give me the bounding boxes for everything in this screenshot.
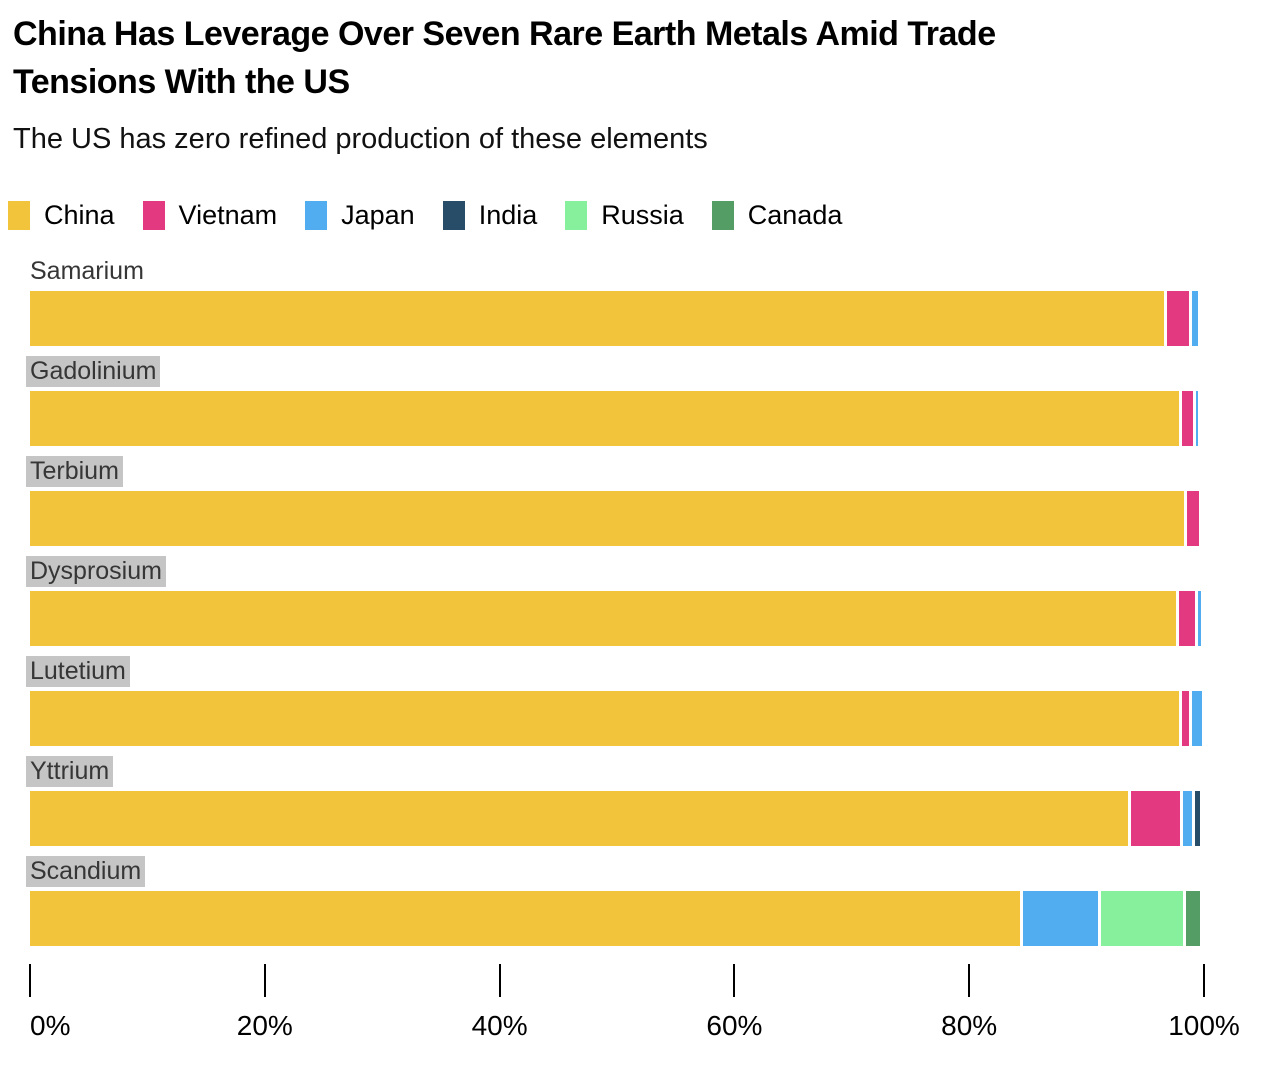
- bar-row-dysprosium: Dysprosium: [26, 556, 1273, 646]
- bar-rows: Samarium Gadolinium Terbium Dysprosium Lutet…: [26, 256, 1273, 946]
- chart-title-line-2: Tensions With the US: [13, 63, 350, 101]
- bar-segment-canada: [1185, 891, 1201, 946]
- legend-item-china: China: [8, 200, 115, 231]
- bar-segment-china: [30, 491, 1185, 546]
- bar-segment-japan: [1195, 391, 1199, 446]
- legend-label: India: [478, 200, 538, 230]
- bar-segment-vietnam: [1167, 291, 1190, 346]
- x-axis-tick-80: [968, 964, 971, 997]
- x-axis-label-80: 80%: [941, 1010, 998, 1041]
- legend-swatch-china: [8, 201, 30, 230]
- bar-segment-china: [30, 391, 1180, 446]
- legend-item-japan: Japan: [305, 200, 415, 231]
- legend-label: Russia: [601, 200, 684, 230]
- bar-segment-vietnam: [1182, 691, 1190, 746]
- legend-item-russia: Russia: [565, 200, 684, 231]
- bar-segment-vietnam: [1187, 491, 1199, 546]
- x-axis-label-40: 40%: [471, 1010, 528, 1041]
- legend-label: China: [44, 200, 115, 230]
- legend-swatch-canada: [711, 201, 734, 230]
- bar-segment-russia: [1100, 891, 1183, 946]
- bar-row-terbium: Terbium: [26, 456, 1273, 546]
- x-axis-tick-60: [733, 964, 736, 997]
- category-label-gadolinium: Gadolinium: [26, 356, 161, 387]
- category-label-scandium: Scandium: [26, 856, 146, 887]
- legend-item-vietnam: Vietnam: [142, 200, 278, 231]
- bar-lutetium: [30, 691, 1204, 746]
- bar-segment-india: [1195, 791, 1201, 846]
- bar-segment-japan: [1182, 791, 1193, 846]
- bar-segment-china: [30, 291, 1165, 346]
- bar-segment-japan: [1192, 291, 1199, 346]
- x-axis-tick-40: [498, 964, 501, 997]
- bar-row-scandium: Scandium: [26, 856, 1273, 946]
- bar-segment-china: [30, 791, 1128, 846]
- x-axis-label-20: 20%: [236, 1010, 293, 1041]
- category-label-yttrium: Yttrium: [26, 756, 114, 787]
- legend-item-canada: Canada: [711, 200, 843, 231]
- x-axis-label-100: 100%: [1168, 1010, 1240, 1041]
- bar-segment-vietnam: [1178, 591, 1196, 646]
- chart-title-line-1: China Has Leverage Over Seven Rare Earth…: [13, 15, 996, 53]
- category-label-terbium: Terbium: [26, 456, 123, 487]
- legend-label: Canada: [747, 200, 843, 230]
- x-axis-tick-100: [1203, 964, 1205, 997]
- bar-segment-china: [30, 591, 1176, 646]
- bar-segment-japan: [1022, 891, 1098, 946]
- x-axis: 0% 20% 40% 60% 80% 100%: [29, 964, 1240, 1054]
- category-label-dysprosium: Dysprosium: [26, 556, 166, 587]
- legend-swatch-russia: [565, 201, 588, 230]
- legend-label: Vietnam: [178, 200, 278, 230]
- bar-samarium: [30, 291, 1204, 346]
- x-axis-tick-20: [263, 964, 266, 997]
- bar-scandium: [30, 891, 1204, 946]
- x-axis-label-0: 0%: [30, 1010, 71, 1041]
- bar-row-samarium: Samarium: [30, 256, 1273, 346]
- bar-segment-china: [30, 891, 1020, 946]
- bar-gadolinium: [30, 391, 1204, 446]
- bar-row-lutetium: Lutetium: [26, 656, 1273, 746]
- chart-title: China Has Leverage Over Seven Rare Earth…: [13, 10, 1233, 106]
- legend: China Vietnam Japan India Russia Canada: [8, 200, 1273, 231]
- bar-segment-vietnam: [1130, 791, 1180, 846]
- legend-swatch-vietnam: [142, 201, 165, 230]
- category-label-lutetium: Lutetium: [26, 656, 130, 687]
- bar-dysprosium: [30, 591, 1204, 646]
- x-axis-tick-0: [29, 964, 31, 997]
- chart-subtitle: The US has zero refined production of th…: [13, 123, 708, 155]
- bar-yttrium: [30, 791, 1204, 846]
- x-axis-label-60: 60%: [706, 1010, 763, 1041]
- bar-row-yttrium: Yttrium: [26, 756, 1273, 846]
- bar-segment-vietnam: [1182, 391, 1193, 446]
- legend-swatch-japan: [305, 201, 328, 230]
- bar-segment-china: [30, 691, 1180, 746]
- legend-label: Japan: [341, 200, 415, 230]
- legend-item-india: India: [442, 200, 538, 231]
- legend-swatch-india: [442, 201, 465, 230]
- bar-segment-japan: [1198, 591, 1201, 646]
- category-label-samarium: Samarium: [30, 257, 144, 285]
- bar-row-gadolinium: Gadolinium: [26, 356, 1273, 446]
- bar-segment-japan: [1192, 691, 1202, 746]
- bar-terbium: [30, 491, 1204, 546]
